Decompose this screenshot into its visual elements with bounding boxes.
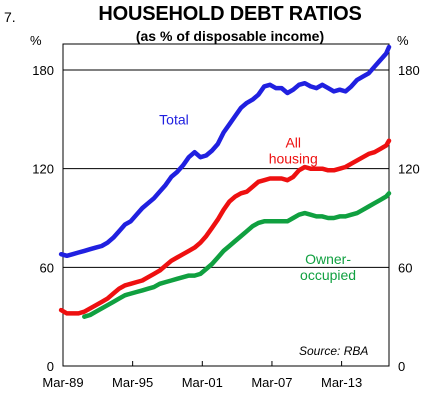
y-tick-label-left: 180 — [32, 63, 54, 78]
source-note: Source: RBA — [299, 344, 369, 358]
x-tick-label: Mar-89 — [42, 375, 83, 390]
y-tick-label-right: 180 — [398, 63, 420, 78]
y-tick-label-right: 60 — [398, 260, 412, 275]
series-label: All — [285, 134, 301, 150]
x-tick-label: Mar-13 — [321, 375, 362, 390]
figure-number: 7. — [4, 9, 16, 25]
series-label: occupied — [300, 267, 356, 283]
series-line-total — [58, 44, 392, 259]
left-axis-unit: % — [30, 33, 42, 48]
y-tick-label-left: 60 — [40, 260, 54, 275]
x-tick-label: Mar-07 — [251, 375, 292, 390]
y-tick-label-left: 120 — [32, 162, 54, 177]
y-tick-label-right: 0 — [398, 359, 405, 374]
chart-subtitle: (as % of disposable income) — [135, 28, 325, 44]
y-tick-label-right: 120 — [398, 162, 420, 177]
series-label: Total — [159, 111, 189, 127]
series-label: Owner- — [305, 251, 351, 267]
x-tick-label: Mar-01 — [182, 375, 223, 390]
y-tick-label-left: 0 — [47, 359, 54, 374]
series-label: housing — [269, 150, 318, 166]
series-line-owner-occupied — [82, 191, 392, 319]
right-axis-unit: % — [397, 33, 409, 48]
x-tick-label: Mar-95 — [112, 375, 153, 390]
series-line-all-housing — [58, 138, 392, 316]
plot-frame — [62, 43, 390, 367]
chart-title: HOUSEHOLD DEBT RATIOS — [98, 3, 362, 25]
